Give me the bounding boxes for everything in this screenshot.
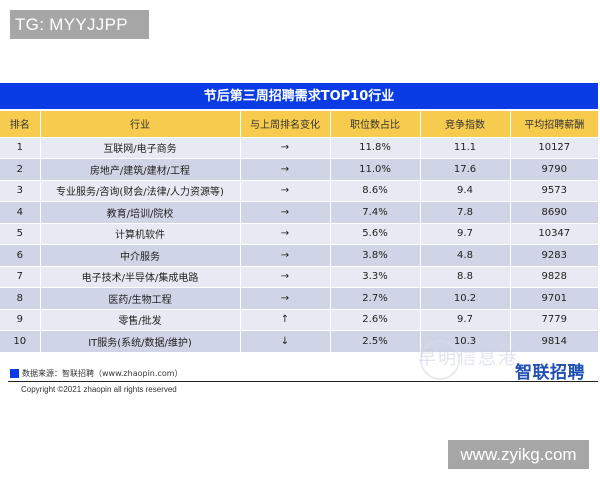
cell-competition: 9.7 [420,223,511,245]
cell-change-arrow-icon: → [240,223,331,245]
cell-change-arrow-icon: → [240,137,331,159]
cell-competition: 8.8 [420,266,511,288]
cell-change-arrow-icon: → [240,287,331,310]
header-competition-index: 竞争指数 [420,111,511,138]
table-row: 9 零售/批发 ↑ 2.6% 9.7 7779 [0,309,598,331]
data-source-text: 数据来源：智联招聘（www.zhaopin.com） [22,369,183,378]
cell-salary: 9573 [510,180,598,202]
blue-square-icon [10,369,19,378]
cell-competition: 4.8 [420,244,511,267]
cell-salary: 9814 [510,330,598,353]
cell-change-arrow-icon: → [240,158,331,181]
table-row: 3 专业服务/咨询(财会/法律/人力资源等) → 8.6% 9.4 9573 [0,180,598,202]
footer-divider [8,381,598,382]
ranking-table-container: 节后第三周招聘需求TOP10行业 排名 行业 与上周排名变化 职位数占比 竞争指… [0,83,598,353]
cell-rank: 8 [0,287,41,310]
table-row: 5 计算机软件 → 5.6% 9.7 10347 [0,223,598,245]
cell-ratio: 2.5% [330,330,421,353]
cell-ratio: 3.3% [330,266,421,288]
cell-change-arrow-icon: → [240,266,331,288]
cell-rank: 5 [0,223,41,245]
cell-ratio: 2.7% [330,287,421,310]
cell-salary: 9828 [510,266,598,288]
cell-rank: 1 [0,137,41,159]
cell-ratio: 2.6% [330,309,421,331]
cell-industry: 互联网/电子商务 [40,137,241,159]
cell-change-arrow-icon: → [240,244,331,267]
cell-industry: 专业服务/咨询(财会/法律/人力资源等) [40,180,241,202]
cell-rank: 9 [0,309,41,331]
cell-competition: 17.6 [420,158,511,181]
cell-industry: IT服务(系统/数据/维护) [40,330,241,353]
cell-rank: 3 [0,180,41,202]
header-rank: 排名 [0,111,41,138]
cell-salary: 8690 [510,201,598,224]
table-row: 4 教育/培训/院校 → 7.4% 7.8 8690 [0,201,598,224]
cell-competition: 11.1 [420,137,511,159]
cell-ratio: 11.0% [330,158,421,181]
table-row: 2 房地产/建筑/建材/工程 → 11.0% 17.6 9790 [0,158,598,181]
cell-industry: 计算机软件 [40,223,241,245]
cell-rank: 6 [0,244,41,267]
tg-watermark-badge: TG: MYYJJPP [10,10,149,39]
header-job-ratio: 职位数占比 [330,111,421,138]
cell-salary: 10347 [510,223,598,245]
data-source-line: 数据来源：智联招聘（www.zhaopin.com） [10,368,183,379]
cell-industry: 医药/生物工程 [40,287,241,310]
cell-rank: 7 [0,266,41,288]
cell-competition: 10.3 [420,330,511,353]
copyright-text: Copyright ©2021 zhaopin all rights reser… [21,385,177,394]
cell-salary: 7779 [510,309,598,331]
cell-ratio: 8.6% [330,180,421,202]
cell-ratio: 7.4% [330,201,421,224]
cell-salary: 10127 [510,137,598,159]
header-avg-salary: 平均招聘薪酬 [510,111,598,138]
header-industry: 行业 [40,111,241,138]
header-rank-change: 与上周排名变化 [240,111,331,138]
table-row: 7 电子技术/半导体/集成电路 → 3.3% 8.8 9828 [0,266,598,288]
cell-rank: 4 [0,201,41,224]
table-title: 节后第三周招聘需求TOP10行业 [0,83,598,111]
cell-competition: 9.7 [420,309,511,331]
table-row: 1 互联网/电子商务 → 11.8% 11.1 10127 [0,137,598,159]
cell-ratio: 3.8% [330,244,421,267]
cell-competition: 9.4 [420,180,511,202]
cell-change-arrow-icon: ↑ [240,309,331,331]
table-header-row: 排名 行业 与上周排名变化 职位数占比 竞争指数 平均招聘薪酬 [0,111,598,138]
cell-change-arrow-icon: → [240,180,331,202]
industry-ranking-table: 排名 行业 与上周排名变化 职位数占比 竞争指数 平均招聘薪酬 1 互联网/电子… [0,111,598,353]
cell-industry: 房地产/建筑/建材/工程 [40,158,241,181]
table-row: 8 医药/生物工程 → 2.7% 10.2 9701 [0,287,598,310]
cell-change-arrow-icon: ↓ [240,330,331,353]
zhaopin-brand-logo: 智联招聘 [515,363,585,383]
table-row: 6 中介服务 → 3.8% 4.8 9283 [0,244,598,267]
cell-industry: 零售/批发 [40,309,241,331]
cell-salary: 9790 [510,158,598,181]
cell-salary: 9701 [510,287,598,310]
cell-rank: 10 [0,330,41,353]
cell-ratio: 11.8% [330,137,421,159]
cell-industry: 中介服务 [40,244,241,267]
cell-industry: 电子技术/半导体/集成电路 [40,266,241,288]
cell-industry: 教育/培训/院校 [40,201,241,224]
cell-competition: 7.8 [420,201,511,224]
cell-salary: 9283 [510,244,598,267]
cell-ratio: 5.6% [330,223,421,245]
cell-competition: 10.2 [420,287,511,310]
site-watermark-badge: www.zyikg.com [448,440,589,469]
cell-rank: 2 [0,158,41,181]
cell-change-arrow-icon: → [240,201,331,224]
table-row: 10 IT服务(系统/数据/维护) ↓ 2.5% 10.3 9814 [0,330,598,353]
